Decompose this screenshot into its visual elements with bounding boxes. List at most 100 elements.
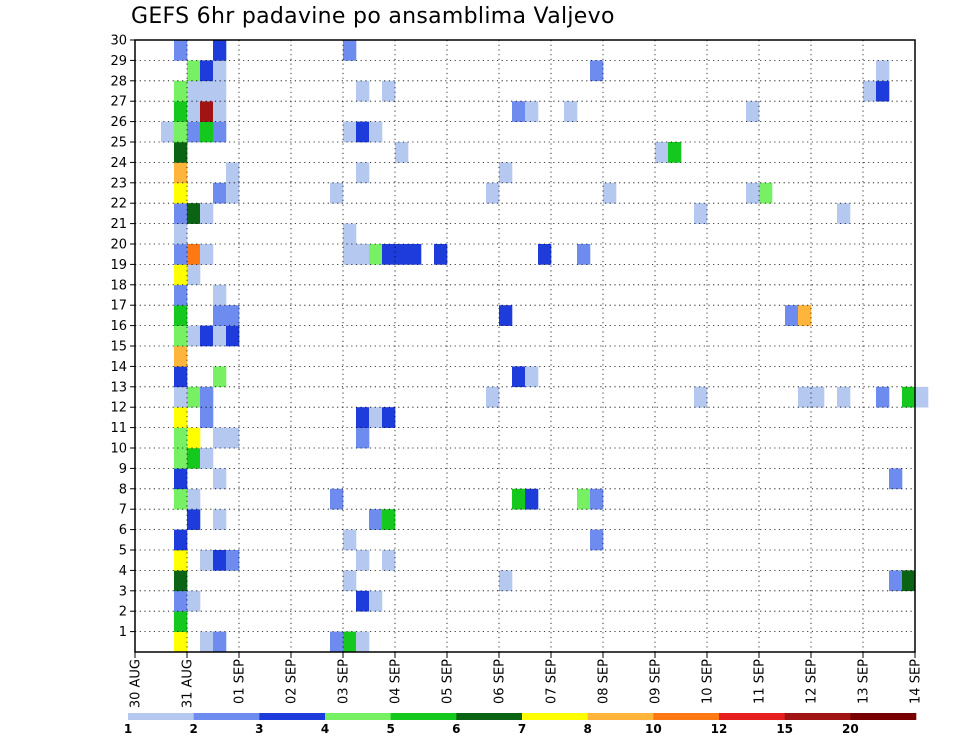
heatmap-cell <box>174 121 188 143</box>
heatmap-cell <box>356 407 370 428</box>
heatmap-cell <box>226 550 240 571</box>
heatmap-cell <box>356 162 370 184</box>
heatmap-cell <box>226 162 240 184</box>
colorbar-swatch <box>193 713 260 720</box>
heatmap-cell <box>174 488 188 510</box>
heatmap-cell <box>590 60 604 82</box>
heatmap-cells <box>161 40 929 653</box>
heatmap-cell <box>187 386 201 408</box>
heatmap-cell <box>174 407 188 428</box>
y-tick-label: 1 <box>119 625 127 640</box>
heatmap-cell <box>863 80 877 102</box>
heatmap-cell <box>759 182 773 204</box>
heatmap-cell <box>694 203 708 224</box>
heatmap-cell <box>837 203 851 224</box>
colorbar-swatch <box>587 713 654 720</box>
colorbar-swatch <box>456 713 523 720</box>
heatmap-cell <box>343 529 357 551</box>
heatmap-cell <box>538 244 552 265</box>
heatmap-cell <box>655 142 669 163</box>
heatmap-cell <box>499 305 513 326</box>
y-tick-label: 23 <box>110 176 127 191</box>
heatmap-cell <box>187 448 201 469</box>
heatmap-cell <box>343 121 357 143</box>
y-tick-label: 4 <box>119 564 127 579</box>
heatmap-cell <box>902 386 916 408</box>
heatmap-cell <box>343 631 357 653</box>
chart-title: GEFS 6hr padavine po ansamblima Valjevo <box>131 4 615 29</box>
colorbar-swatch <box>128 713 194 720</box>
heatmap-cell <box>213 550 227 571</box>
y-tick-label: 18 <box>110 278 127 293</box>
y-axis: 1234567891011121314151617181920212223242… <box>110 34 135 640</box>
heatmap-cell <box>876 60 890 82</box>
heatmap-cell <box>369 509 383 530</box>
colorbar-label: 4 <box>321 722 329 736</box>
heatmap-cell <box>408 244 422 265</box>
heatmap-cell <box>577 244 591 265</box>
heatmap-cell <box>174 244 188 265</box>
heatmap-cell <box>187 427 201 449</box>
heatmap-cell <box>213 427 227 449</box>
heatmap-cell <box>902 570 916 592</box>
x-tick-label: 06 SEP <box>493 659 508 704</box>
heatmap-cell <box>356 427 370 449</box>
x-axis: 30 AUG 31 AUG 01 SEP 02 SEP 03 SEP 04 SEP 05 S… <box>129 652 924 708</box>
heatmap-cell <box>915 386 929 408</box>
heatmap-cell <box>746 182 760 204</box>
y-tick-label: 16 <box>110 319 127 334</box>
heatmap-cell <box>512 366 526 388</box>
heatmap-cell <box>213 284 227 306</box>
heatmap-cell <box>369 121 383 143</box>
heatmap-cell <box>200 386 214 408</box>
heatmap-cell <box>213 631 227 653</box>
heatmap-cell <box>798 386 812 408</box>
heatmap-cell <box>382 80 396 102</box>
y-tick-label: 7 <box>119 503 127 518</box>
colorbar-swatch <box>719 713 785 720</box>
x-tick-label: 09 SEP <box>649 659 664 704</box>
heatmap-cell <box>356 121 370 143</box>
heatmap-cell <box>356 550 370 571</box>
heatmap-cell <box>382 407 396 428</box>
y-tick-label: 26 <box>110 115 127 130</box>
heatmap-cell <box>226 427 240 449</box>
heatmap-cell <box>200 631 214 653</box>
colorbar-label: 1 <box>124 722 132 736</box>
y-tick-label: 19 <box>110 258 127 273</box>
x-tick-label: 03 SEP <box>337 659 352 704</box>
heatmap-cell <box>213 101 227 122</box>
heatmap-cell <box>486 386 500 408</box>
heatmap-cell <box>174 366 188 388</box>
x-tick-label: 31 AUG <box>181 659 196 708</box>
x-tick-label: 04 SEP <box>389 659 404 704</box>
heatmap-cell <box>343 223 357 245</box>
heatmap-cell <box>174 203 188 224</box>
y-tick-label: 3 <box>119 584 127 599</box>
heatmap-cell <box>356 244 370 265</box>
heatmap-cell <box>200 244 214 265</box>
heatmap-cell <box>512 488 526 510</box>
y-tick-label: 8 <box>119 482 127 497</box>
heatmap-cell <box>174 346 188 367</box>
heatmap-cell <box>382 509 396 530</box>
heatmap-cell <box>187 264 201 286</box>
heatmap-cell <box>213 121 227 143</box>
heatmap-cell <box>213 40 227 61</box>
y-tick-label: 5 <box>119 544 127 559</box>
heatmap-cell <box>200 550 214 571</box>
heatmap-cell <box>343 40 357 61</box>
x-tick-label: 08 SEP <box>597 659 612 704</box>
y-tick-label: 21 <box>110 217 127 232</box>
y-tick-label: 10 <box>110 442 127 457</box>
heatmap-cell <box>356 80 370 102</box>
colorbar-swatch <box>850 713 917 720</box>
heatmap-cell <box>369 407 383 428</box>
heatmap-cell <box>590 488 604 510</box>
heatmap-cell <box>356 631 370 653</box>
heatmap-cell <box>369 244 383 265</box>
heatmap-cell <box>525 366 539 388</box>
heatmap-cell <box>187 121 201 143</box>
heatmap-cell <box>382 550 396 571</box>
heatmap-cell <box>174 80 188 102</box>
